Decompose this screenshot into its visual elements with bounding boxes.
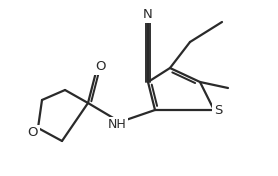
Text: NH: NH	[108, 118, 126, 131]
Text: S: S	[214, 105, 222, 118]
Text: O: O	[28, 127, 38, 140]
Text: N: N	[143, 8, 153, 21]
Text: O: O	[95, 61, 105, 74]
